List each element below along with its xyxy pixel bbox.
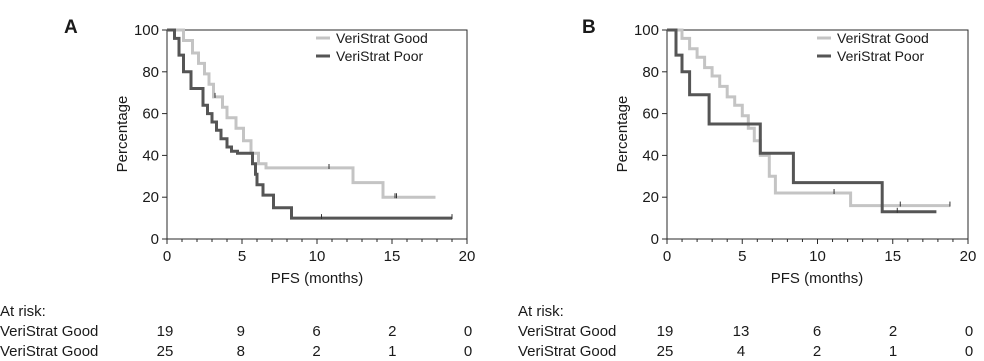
x-tick-label: 15 [384, 248, 401, 265]
x-tick-label: 5 [738, 248, 746, 265]
y-axis-label: Percentage [614, 96, 631, 173]
x-tick-label: 0 [163, 248, 171, 265]
curves [167, 28, 453, 220]
at-risk-count: 9 [237, 323, 245, 340]
curve-veristrat-good [167, 28, 436, 199]
legend-label-poor: VeriStrat Poor [336, 48, 423, 64]
at-risk-row-label: VeriStrat Good [518, 343, 616, 360]
legend-label-good: VeriStrat Good [837, 30, 929, 46]
x-tick-label: 20 [960, 248, 977, 265]
panel-letter: B [582, 17, 596, 38]
x-tick-label: 0 [663, 248, 671, 265]
at-risk-count: 2 [889, 323, 897, 340]
x-tick-label: 15 [884, 248, 901, 265]
y-tick-label: 100 [634, 22, 659, 39]
at-risk-count: 19 [157, 323, 174, 340]
legend-label-poor: VeriStrat Poor [837, 48, 924, 64]
at-risk-count: 25 [657, 343, 674, 360]
at-risk-table: At risk: VeriStrat Good VeriStrat Good 1… [0, 303, 472, 360]
at-risk-count: 2 [388, 323, 396, 340]
panel-letter: A [64, 17, 78, 38]
y-tick-label: 20 [642, 189, 659, 206]
at-risk-count: 0 [464, 343, 472, 360]
y-axis: 0 20 40 60 80 100 [134, 22, 167, 248]
x-tick-label: 10 [309, 248, 326, 265]
curve-veristrat-poor [167, 28, 452, 220]
at-risk-count: 8 [237, 343, 245, 360]
at-risk-table: At risk: VeriStrat Good VeriStrat Good 1… [518, 303, 973, 360]
y-tick-label: 40 [642, 147, 659, 164]
y-tick-label: 80 [642, 64, 659, 81]
y-tick-label: 100 [134, 22, 159, 39]
legend-label-good: VeriStrat Good [336, 30, 428, 46]
at-risk-count: 25 [157, 343, 174, 360]
at-risk-count: 6 [312, 323, 320, 340]
x-axis-label: PFS (months) [271, 270, 364, 287]
y-tick-label: 80 [142, 64, 159, 81]
y-tick-label: 0 [151, 231, 159, 248]
at-risk-count: 2 [813, 343, 821, 360]
x-tick-label: 5 [238, 248, 246, 265]
at-risk-count: 1 [889, 343, 897, 360]
at-risk-count: 0 [965, 343, 973, 360]
at-risk-count: 13 [733, 323, 750, 340]
at-risk-count: 4 [737, 343, 745, 360]
y-tick-label: 60 [642, 106, 659, 123]
at-risk-count: 19 [657, 323, 674, 340]
x-tick-label: 20 [459, 248, 476, 265]
y-tick-label: 20 [142, 189, 159, 206]
x-axis: 0 5 10 15 20 [163, 239, 476, 265]
at-risk-title: At risk: [0, 303, 46, 320]
at-risk-count: 0 [464, 323, 472, 340]
at-risk-count: 1 [388, 343, 396, 360]
legend: VeriStrat Good VeriStrat Poor [817, 30, 929, 64]
curve-veristrat-poor [667, 28, 937, 214]
y-axis: 0 20 40 60 80 100 [634, 22, 667, 248]
y-tick-label: 40 [142, 147, 159, 164]
y-axis-label: Percentage [114, 96, 131, 173]
x-tick-label: 10 [809, 248, 826, 265]
y-tick-label: 60 [142, 106, 159, 123]
legend: VeriStrat Good VeriStrat Poor [316, 30, 428, 64]
y-tick-label: 0 [651, 231, 659, 248]
at-risk-title: At risk: [518, 303, 564, 320]
curves [667, 28, 951, 214]
at-risk-row-label: VeriStrat Good [0, 343, 98, 360]
at-risk-row-label: VeriStrat Good [0, 323, 98, 340]
at-risk-row-label: VeriStrat Good [518, 323, 616, 340]
x-axis: 0 5 10 15 20 [663, 239, 977, 265]
at-risk-count: 0 [965, 323, 973, 340]
curve-veristrat-good [667, 28, 950, 208]
at-risk-count: 2 [312, 343, 320, 360]
x-axis-label: PFS (months) [771, 270, 864, 287]
at-risk-count: 6 [813, 323, 821, 340]
